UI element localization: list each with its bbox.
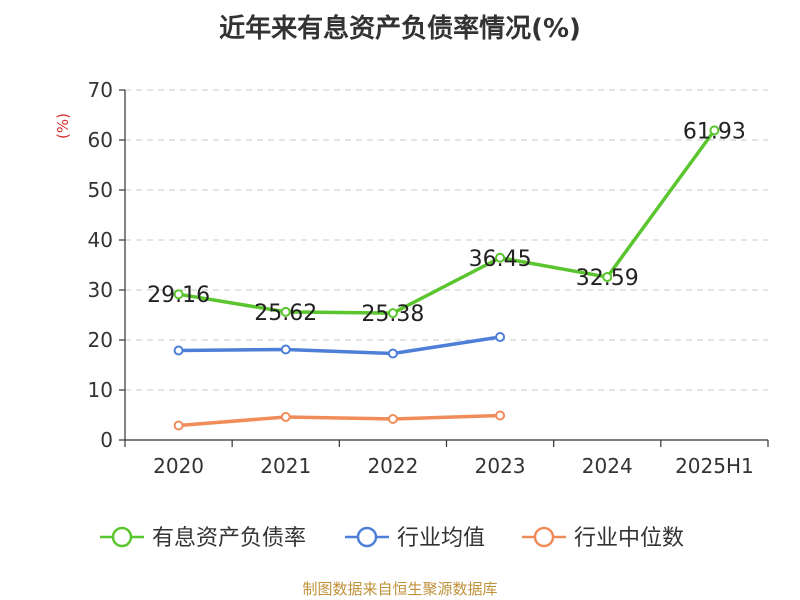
legend-label: 行业均值: [397, 526, 485, 551]
x-tick-label: 2020: [153, 454, 204, 478]
legend-marker: [111, 526, 133, 548]
y-tick-label: 50: [88, 178, 113, 202]
axes: 0 10 20 30 40 50 60 70 2020 2021 2022 2023 2024 2025H…: [88, 78, 769, 478]
data-point: [709, 125, 720, 136]
data-point: [495, 252, 506, 263]
y-tick-label: 20: [88, 328, 113, 352]
y-tick-label: 0: [100, 428, 113, 452]
data-label: 25.38: [361, 302, 424, 327]
data-label: 25.62: [254, 301, 317, 326]
data-point: [280, 412, 291, 422]
y-tick-label: 40: [88, 228, 113, 252]
legend-label: 行业中位数: [574, 526, 684, 551]
x-tick-label: 2022: [367, 454, 418, 478]
data-point: [602, 272, 613, 283]
source-note: 制图数据来自恒生聚源数据库: [302, 580, 498, 598]
legend: 有息资产负债率 行业均值 行业中位数: [100, 526, 684, 551]
x-tick-label: 2021: [260, 454, 311, 478]
data-point: [495, 410, 506, 421]
data-point: [495, 332, 506, 342]
data-point: [173, 289, 184, 300]
x-tick-label: 2025H1: [675, 454, 754, 478]
data-point: [173, 420, 184, 431]
legend-label: 有息资产负债率: [152, 526, 306, 551]
y-tick-label: 60: [88, 128, 113, 152]
series-line: [178, 129, 716, 315]
data-point: [280, 306, 291, 317]
data-label: 32.59: [576, 266, 639, 291]
y-axis-label: (%): [54, 113, 72, 139]
data-point: [387, 348, 398, 359]
data-label: 61.93: [683, 119, 746, 144]
legend-marker: [356, 526, 378, 548]
data-label: 36.45: [469, 247, 532, 272]
data-point: [173, 345, 184, 356]
data-labels: 29.16 25.62 25.38 36.45 32.59 61.93: [147, 119, 746, 327]
x-tick-label: 2024: [582, 454, 633, 478]
data-point: [280, 344, 291, 355]
y-tick-label: 30: [88, 278, 113, 302]
y-tick-label: 70: [88, 78, 113, 102]
chart-title: 近年来有息资产负债率情况(%): [219, 14, 581, 44]
grid-lines: [125, 89, 768, 391]
data-point: [387, 414, 398, 424]
x-tick-label: 2023: [475, 454, 526, 478]
data-point: [387, 308, 398, 319]
y-tick-label: 10: [88, 378, 113, 402]
series-group: [173, 125, 720, 431]
data-label: 29.16: [147, 283, 210, 308]
series-line: [178, 335, 501, 356]
series-line: [178, 413, 501, 428]
legend-marker: [533, 526, 555, 548]
